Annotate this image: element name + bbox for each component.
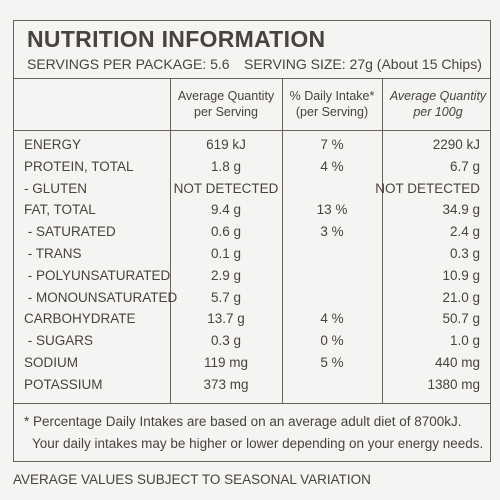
nutrient-name: POTASSIUM [24,376,103,392]
nutrient-name: PROTEIN, TOTAL [24,158,134,174]
per-100g: 2290 kJ [432,137,480,152]
daily-intake: 5 % [320,355,344,370]
daily-intake: 4 % [320,158,344,174]
per-serving: 0.6 g [210,224,242,240]
footnote: * Percentage Daily Intakes are based on … [24,414,462,429]
bottom-note: AVERAGE VALUES SUBJECT TO SEASONAL VARIA… [13,472,371,487]
nutrient-name: CARBOHYDRATE [24,311,136,327]
per-serving: 0.3 g [210,333,242,349]
per-serving: 619 kJ [206,137,246,152]
per-serving: 13.7 g [207,311,245,327]
per-100g: 6.7 g [449,158,480,174]
rule [382,78,383,403]
nutrient-name: - MONOUNSATURATED [24,289,178,305]
per-100g: 10.9 g [442,267,480,283]
per-serving: 373 mg [203,376,249,392]
daily-intake: 3 % [320,224,344,240]
footnote: Your daily intakes may be higher or lowe… [32,436,484,451]
per-serving: 5.7 g [210,289,242,305]
servings: SERVINGS PER PACKAGE: 5.6 [27,56,230,72]
per-serving: 1.8 g [210,158,242,174]
per-100g: NOT DETECTED [375,180,480,196]
nutrient-name: - SATURATED [24,224,116,240]
rule [282,78,283,403]
rule [13,130,491,131]
nutrient-name: - POLYUNSATURATED [24,267,171,283]
column-header: Average Quantity per Serving [177,89,275,119]
per-100g: 2.4 g [449,224,480,240]
rule [13,78,491,79]
per-serving: 119 mg [203,355,249,370]
daily-intake: 13 % [316,202,348,218]
title: NUTRITION INFORMATION [27,26,326,52]
per-100g: 1380 mg [427,376,480,392]
per-100g: 440 mg [434,355,480,370]
daily-intake: 4 % [320,311,344,327]
rule [13,403,491,404]
daily-intake: 7 % [320,137,344,152]
column-header: Average Quantity per 100g [389,89,487,119]
per-100g: 1.0 g [449,333,480,349]
label-border [13,20,491,462]
nutrient-name: - SUGARS [24,333,94,349]
serving-size: SERVING SIZE: 27g (About 15 Chips) [244,56,482,72]
nutrient-name: ENERGY [24,137,82,152]
daily-intake: 0 % [320,333,344,349]
per-100g: 21.0 g [442,289,480,305]
nutrient-name: SODIUM [24,355,78,370]
per-100g: 0.3 g [449,246,480,261]
per-100g: 50.7 g [442,311,480,327]
per-serving: NOT DETECTED [173,180,279,196]
per-serving: 9.4 g [210,202,242,218]
column-header: % Daily Intake* (per Serving) [289,89,375,119]
nutrient-name: - TRANS [24,246,82,261]
per-serving: 2.9 g [210,267,242,283]
nutrient-name: - GLUTEN [24,180,88,196]
per-100g: 34.9 g [442,202,480,218]
rule [170,78,171,403]
nutrient-name: FAT, TOTAL [24,202,96,218]
per-serving: 0.1 g [210,246,242,261]
